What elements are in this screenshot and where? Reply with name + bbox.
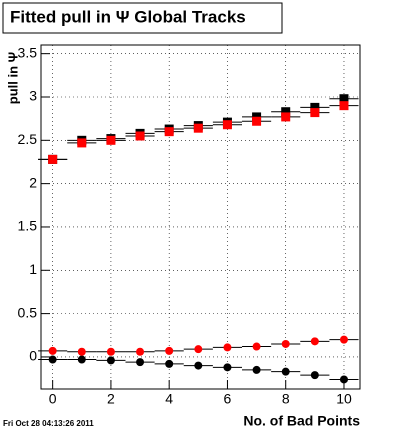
- marker: [252, 342, 261, 351]
- marker: [48, 346, 57, 355]
- marker: [281, 112, 291, 122]
- x-tick-label: 10: [336, 391, 352, 407]
- y-tick-label: 0: [29, 348, 37, 364]
- marker: [339, 101, 349, 111]
- marker: [77, 138, 87, 148]
- x-tick-label: 6: [224, 391, 232, 407]
- marker: [136, 347, 145, 356]
- marker: [48, 355, 57, 364]
- x-tick-label: 8: [282, 391, 290, 407]
- marker: [136, 358, 145, 367]
- y-tick-label: 1: [29, 261, 37, 277]
- marker: [106, 347, 115, 356]
- y-tick-label: 2: [29, 174, 37, 190]
- marker: [164, 127, 174, 137]
- plot-frame: [40, 44, 361, 390]
- marker: [165, 359, 174, 368]
- y-tick-label: 2.5: [18, 131, 38, 147]
- marker: [193, 123, 203, 133]
- marker: [165, 346, 174, 355]
- marker: [135, 131, 145, 141]
- marker: [194, 361, 203, 370]
- marker: [223, 343, 232, 352]
- marker: [339, 335, 348, 344]
- x-axis-label: No. of Bad Points: [243, 413, 360, 429]
- marker: [106, 356, 115, 365]
- marker: [281, 339, 290, 348]
- marker: [106, 135, 116, 145]
- title-box: [2, 2, 283, 34]
- y-tick-label: 3: [29, 88, 37, 104]
- x-tick-label: 2: [107, 391, 115, 407]
- marker: [339, 94, 349, 104]
- y-tick-label: 3.5: [18, 44, 38, 60]
- marker: [77, 355, 86, 364]
- marker: [222, 120, 232, 130]
- marker: [194, 345, 203, 354]
- marker: [310, 108, 320, 118]
- marker: [48, 154, 58, 164]
- y-tick-label: 0.5: [18, 304, 38, 320]
- marker: [252, 365, 261, 374]
- marker: [310, 371, 319, 380]
- y-tick-label: 1.5: [18, 218, 38, 234]
- marker: [310, 337, 319, 346]
- y-axis-label: pull in Ψ: [5, 52, 20, 104]
- marker: [310, 102, 320, 112]
- x-tick-label: 0: [49, 391, 57, 407]
- chart-title: Fitted pull in Ψ Global Tracks: [10, 7, 246, 26]
- marker: [339, 375, 348, 384]
- marker: [281, 107, 291, 117]
- marker: [252, 116, 262, 126]
- marker: [223, 363, 232, 372]
- marker: [77, 347, 86, 356]
- timestamp: Fri Oct 28 04:13:26 2011: [3, 419, 94, 428]
- marker: [281, 367, 290, 376]
- x-tick-label: 4: [165, 391, 173, 407]
